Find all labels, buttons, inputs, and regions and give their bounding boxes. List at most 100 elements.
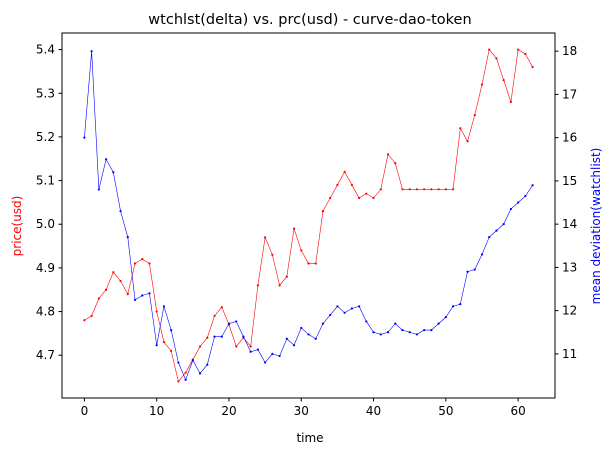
watchlist-data-point [285,337,288,340]
watchlist-data-point [437,322,440,325]
price-data-point [300,249,303,252]
price-data-point [488,48,491,51]
watchlist-data-point [473,268,476,271]
price-data-point [451,188,455,191]
price-data-point [83,319,86,322]
price-data-point [473,113,476,117]
watchlist-data-point [148,292,151,295]
watchlist-data-point [278,354,281,358]
price-data-point [249,345,252,348]
price-data-point [350,183,353,187]
price-data-point [386,153,390,156]
watchlist-data-point [307,333,310,336]
watchlist-data-point [220,335,223,338]
plot-area [83,48,534,383]
price-data-point [206,336,209,339]
price-data-point [307,262,310,265]
left-y-axis: 4.7 4.8 4.9 5.0 5.1 5.2 5.3 5.4 [36,43,62,362]
watchlist-data-point [104,158,108,161]
watchlist-data-point [213,335,216,338]
left-y-tick-label: 5.2 [36,130,55,144]
watchlist-data-point [372,331,375,334]
watchlist-data-point [531,184,534,187]
watchlist-data-point [358,305,361,308]
watchlist-data-point [480,253,484,256]
price-data-point [148,262,151,265]
watchlist-data-point [488,236,491,239]
watchlist-data-point [401,329,404,332]
price-data-point [379,188,382,191]
right-y-tick-label: 14 [562,217,577,231]
price-data-point [459,127,462,130]
x-tick-label: 0 [81,404,89,418]
price-data-point [480,83,484,86]
watchlist-data-point [495,229,498,232]
watchlist-data-point [83,136,86,139]
watchlist-data-point [459,303,462,306]
watchlist-data-point [394,322,397,325]
price-data-point [264,236,267,239]
watchlist-data-point [524,194,527,198]
watchlist-data-point [343,311,346,314]
watchlist-data-point [502,223,505,226]
left-y-tick-label: 4.7 [36,348,55,362]
price-data-point [162,341,166,344]
price-data-point [365,192,368,195]
right-y-tick-label: 15 [562,174,577,188]
price-data-point [141,258,144,261]
watchlist-data-point [379,333,382,336]
price-data-point [343,170,346,173]
price-data-point [408,188,411,191]
watchlist-data-point [386,331,390,334]
watchlist-data-point [249,350,252,353]
watchlist-data-point [423,329,426,332]
watchlist-data-point [206,363,209,366]
chart-title: wtchlst(delta) vs. prc(usd) - curve-dao-… [148,12,471,28]
left-y-axis-label: price(usd) [10,196,24,257]
watchlist-data-point [242,335,245,338]
price-data-point [329,196,332,200]
watchlist-data-point [509,207,513,211]
watchlist-data-point [517,201,520,204]
price-data-point [358,196,361,200]
watchlist-data-point [321,322,325,325]
price-data-point [213,314,216,318]
price-data-point [126,292,129,296]
watchlist-data-point [177,361,180,364]
price-data-point [104,288,108,291]
right-y-tick-label: 13 [562,260,577,274]
watchlist-data-point [162,305,166,308]
left-y-tick-label: 5.1 [36,174,55,188]
x-axis-label: time [296,431,323,445]
left-y-tick-label: 5.4 [36,43,55,57]
watchlist-data-point [451,305,455,308]
watchlist-data-point [292,344,296,347]
watchlist-data-point [141,294,144,297]
left-y-tick-label: 4.8 [36,305,55,319]
x-tick-label: 20 [221,404,236,418]
price-data-point [437,188,440,191]
x-tick-label: 60 [510,404,525,418]
price-data-point [466,140,469,143]
watchlist-data-point [314,337,317,340]
price-data-point [517,48,520,51]
price-data-point [133,262,137,265]
plot-frame [61,32,556,399]
watchlist-data-point [466,270,469,273]
price-data-point [394,162,397,165]
x-axis: 0 10 20 30 40 50 60 [81,398,526,418]
price-data-point [372,196,375,200]
left-y-tick-label: 5.3 [36,86,55,100]
price-data-point [336,183,339,187]
watchlist-data-point [227,322,231,325]
watchlist-data-point [191,359,194,362]
price-data-point [321,210,325,213]
watchlist-data-point [90,50,93,53]
right-y-tick-label: 12 [562,304,577,318]
x-tick-label: 30 [294,404,309,418]
watchlist-data-point [170,329,173,332]
price-data-point [314,262,317,265]
left-y-tick-label: 4.9 [36,261,55,275]
